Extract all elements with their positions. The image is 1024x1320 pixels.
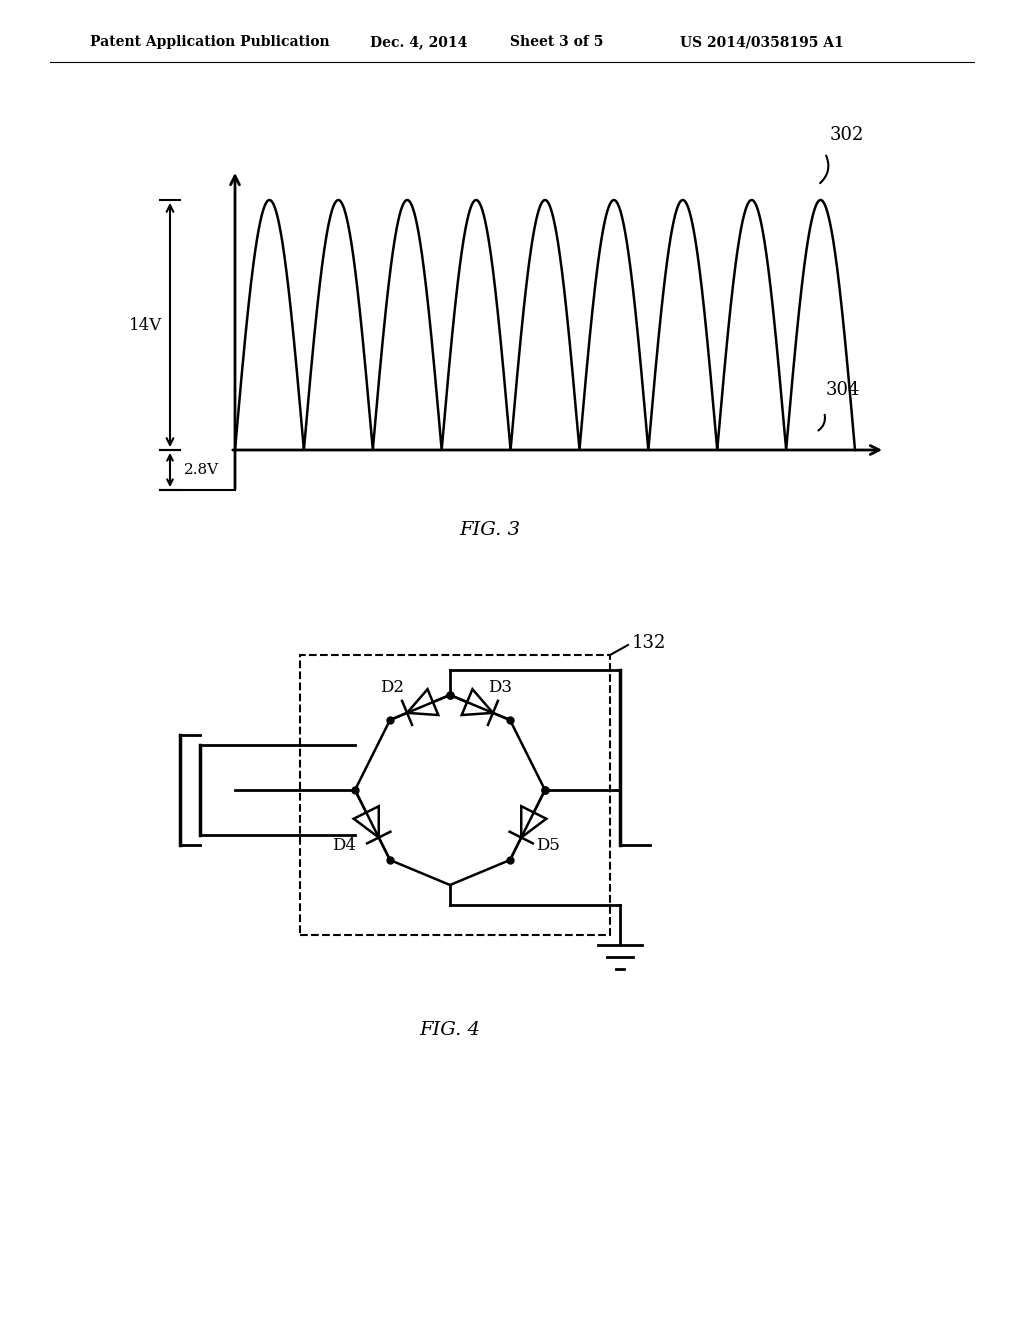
- Text: US 2014/0358195 A1: US 2014/0358195 A1: [680, 36, 844, 49]
- Text: 132: 132: [632, 634, 667, 652]
- Text: FIG. 3: FIG. 3: [460, 521, 520, 539]
- Text: D5: D5: [536, 837, 559, 854]
- Text: D4: D4: [333, 837, 356, 854]
- Text: Patent Application Publication: Patent Application Publication: [90, 36, 330, 49]
- Text: D2: D2: [380, 678, 404, 696]
- Text: 14V: 14V: [129, 317, 162, 334]
- Text: 2.8V: 2.8V: [184, 463, 219, 477]
- Text: 304: 304: [826, 381, 860, 399]
- Text: D3: D3: [488, 678, 512, 696]
- Text: Dec. 4, 2014: Dec. 4, 2014: [370, 36, 467, 49]
- Text: Sheet 3 of 5: Sheet 3 of 5: [510, 36, 603, 49]
- Text: FIG. 4: FIG. 4: [420, 1020, 480, 1039]
- Text: 302: 302: [830, 125, 864, 144]
